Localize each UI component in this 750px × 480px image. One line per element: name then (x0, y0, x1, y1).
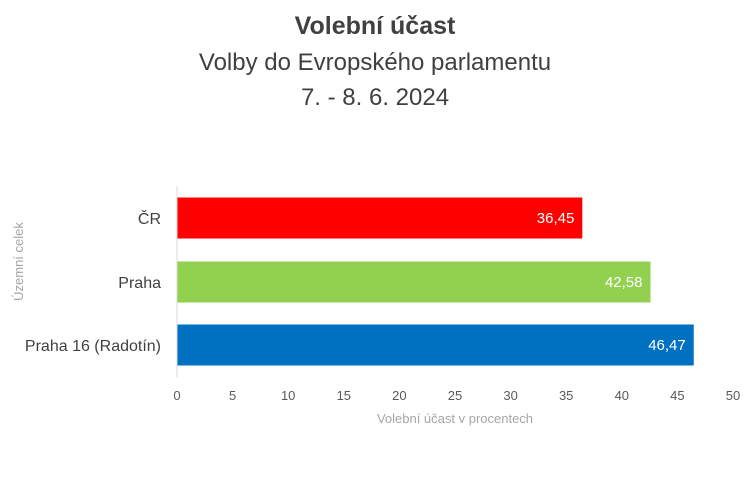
bar-0 (177, 197, 583, 239)
bar-1 (177, 261, 651, 303)
x-tick-label-0: 0 (173, 388, 180, 403)
data-label-1: 42,58 (605, 274, 643, 291)
x-tick-label-6: 30 (503, 388, 517, 403)
x-axis-title: Volební účast v procentech (377, 411, 533, 426)
category-label-1: Praha (118, 275, 161, 292)
x-tick-label-10: 50 (726, 388, 740, 403)
x-tick-label-7: 35 (559, 388, 573, 403)
category-label-2: Praha 16 (Radotín) (25, 338, 161, 355)
y-axis-title: Územní celek (11, 222, 26, 301)
bar-2 (177, 324, 694, 366)
chart-title: Volební účast (294, 12, 456, 40)
bars-group (177, 197, 694, 366)
data-label-0: 36,45 (537, 210, 575, 227)
x-tick-label-3: 15 (337, 388, 351, 403)
category-label-0: ČR (138, 209, 161, 228)
x-tick-label-1: 5 (229, 388, 236, 403)
labels-group: 36,45 ČR 42,58 Praha 46,47 Praha 16 (Radotín)… (25, 209, 740, 403)
x-tick-label-2: 10 (281, 388, 295, 403)
chart-subtitle-date: 7. - 8. 6. 2024 (300, 84, 450, 111)
chart-subtitle-election: Volby do Evropského parlamentu (198, 49, 552, 76)
data-label-2: 46,47 (648, 337, 686, 354)
x-tick-label-5: 25 (448, 388, 462, 403)
x-tick-label-8: 40 (615, 388, 629, 403)
x-tick-label-9: 45 (670, 388, 684, 403)
x-tick-label-4: 20 (392, 388, 406, 403)
